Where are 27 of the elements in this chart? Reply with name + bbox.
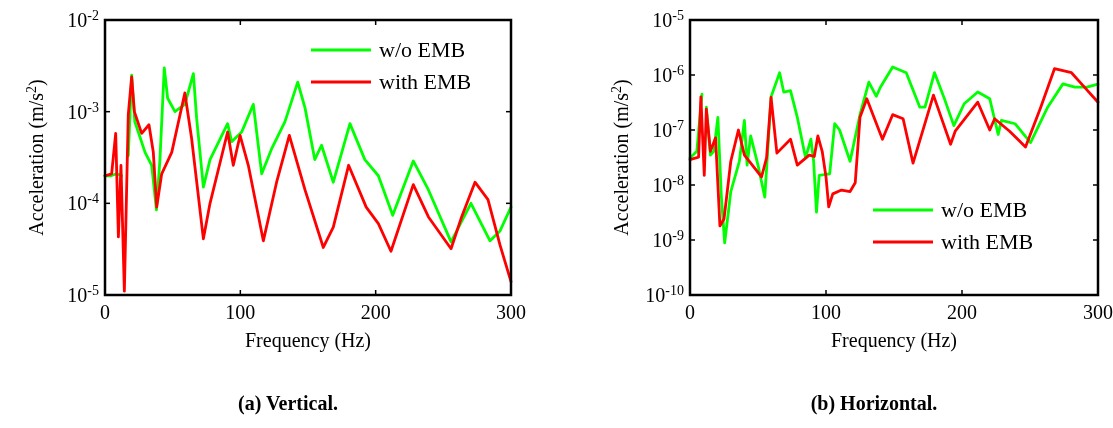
legend-label: with EMB — [379, 69, 472, 94]
x-tick-label: 300 — [496, 301, 526, 323]
x-axis-title: Frequency (Hz) — [830, 329, 958, 352]
y-tick-label: 10$^{-10}$ — [645, 282, 684, 306]
legend-label: with EMB — [941, 229, 1034, 254]
legend-label: w/o EMB — [379, 37, 466, 62]
y-tick-label: 10$^{-6}$ — [652, 62, 684, 86]
x-tick-label: 0 — [685, 301, 695, 323]
y-tick-label: 10$^{-5}$ — [652, 7, 684, 31]
y-tick-label: 10$^{-2}$ — [67, 7, 99, 31]
x-tick-label: 200 — [947, 301, 977, 323]
x-tick-label: 100 — [811, 301, 841, 323]
text: (a) Vertical. — [238, 392, 338, 415]
line-series — [103, 75, 513, 293]
x-tick-label: 0 — [100, 301, 110, 323]
y-tick-label: 10$^{-3}$ — [67, 99, 99, 123]
y-tick-label: 10$^{-9}$ — [652, 227, 684, 251]
y-tick-label: 10$^{-5}$ — [67, 282, 99, 306]
legend-label: w/o EMB — [941, 197, 1028, 222]
x-axis-title: Frequency (Hz) — [244, 329, 372, 352]
y-tick-label: 10$^{-7}$ — [652, 117, 684, 141]
text: (b) Horizontal. — [810, 392, 938, 415]
x-tick-label: 300 — [1083, 301, 1113, 323]
x-tick-label: 100 — [225, 301, 256, 323]
y-tick-label: 10$^{-8}$ — [652, 172, 684, 196]
x-tick-label: 200 — [360, 301, 391, 323]
y-tick-label: 10$^{-4}$ — [67, 190, 99, 215]
